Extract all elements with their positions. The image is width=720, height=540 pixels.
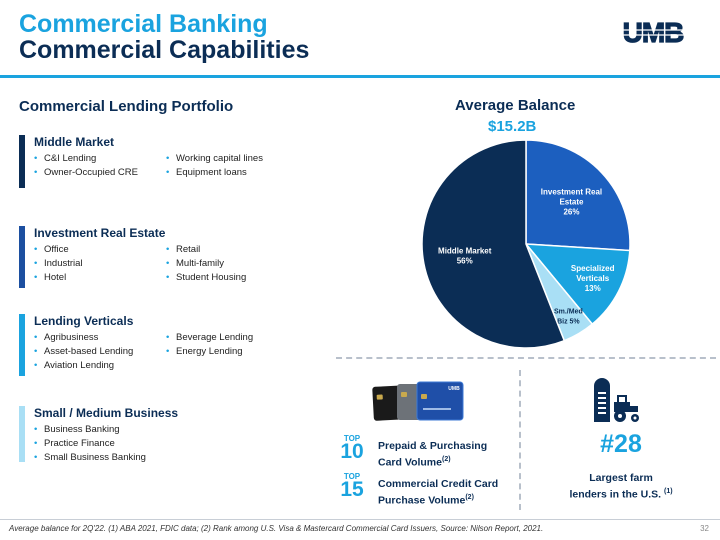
list-item: Office (34, 243, 83, 257)
stat-line-2: Purchase Volume (378, 494, 466, 507)
pie-slice (524, 243, 631, 326)
credit-stat-label: Commercial Credit Card Purchase Volume(2… (378, 478, 498, 508)
segment-list: Working capital lines Equipment loans (166, 152, 263, 180)
title-line-2: Commercial Capabilities (19, 36, 310, 64)
segment-heading: Lending Verticals (34, 314, 134, 328)
stat-line-2: Card Volume (378, 456, 442, 469)
rank-top-label: TOP (343, 434, 361, 443)
portfolio-heading: Commercial Lending Portfolio (19, 98, 234, 115)
list-item: Working capital lines (166, 152, 263, 166)
umb-logo: UMB (606, 18, 700, 46)
list-item: Retail (166, 243, 246, 257)
farm-tractor-silo-icon (594, 378, 639, 422)
segment-list: C&I Lending Owner-Occupied CRE (34, 152, 138, 180)
list-item: Beverage Lending (166, 331, 253, 345)
list-item: Multi-family (166, 257, 246, 271)
pie-slice (421, 139, 566, 349)
list-item: Agribusiness (34, 331, 133, 345)
prepaid-stat-label: Prepaid & Purchasing Card Volume(2) (378, 440, 487, 470)
pie-slice-label: Middle Market 56% (438, 247, 492, 266)
footnote-ref: (1) (663, 488, 673, 495)
vertical-divider (519, 370, 521, 510)
segment-list: Business Banking Practice Finance Small … (34, 423, 146, 465)
list-item: Small Business Banking (34, 451, 146, 465)
list-item: Hotel (34, 271, 83, 285)
stat-line-1: Commercial Credit Card (378, 478, 499, 490)
list-item: Asset-based Lending (34, 345, 133, 359)
rank-badge-top10: TOP 10 (338, 434, 366, 463)
rank-badge-top15: TOP 15 (338, 472, 366, 501)
stat-line-1: Prepaid & Purchasing (378, 440, 488, 452)
segment-heading: Investment Real Estate (34, 226, 166, 240)
average-balance-pie-chart: Investment Real Estate 26% Specialized Verti… (421, 139, 631, 349)
pie-slice-label: Specialized Verticals 13% (571, 264, 615, 293)
logo-text: UMB (623, 18, 684, 46)
list-item: Aviation Lending (34, 359, 133, 373)
segment-bar (19, 226, 25, 288)
list-item: C&I Lending (34, 152, 138, 166)
footnote: Average balance for 2Q'22. (1) ABA 2021,… (9, 524, 544, 533)
pie-slice-label: Sm./Med Biz 5% (554, 309, 583, 326)
stat-line-2: lenders in the U.S. (569, 488, 662, 501)
rank-number: 10 (340, 440, 364, 463)
pie-slice-label: Investment Real Estate 26% (541, 187, 602, 216)
list-item: Business Banking (34, 423, 146, 437)
segment-bar (19, 314, 25, 376)
footer-rule (0, 519, 720, 520)
farm-stat-label: Largest farm lenders in the U.S. (1) (551, 472, 691, 502)
list-item: Industrial (34, 257, 83, 271)
pie-slice (525, 139, 631, 252)
title-line-1: Commercial Banking (19, 10, 268, 38)
segment-list: Office Industrial Hotel (34, 243, 83, 285)
header-rule (0, 75, 720, 78)
segment-list: Beverage Lending Energy Lending (166, 331, 253, 359)
segment-list: Agribusiness Asset-based Lending Aviatio… (34, 331, 133, 373)
rank-number: 15 (340, 478, 364, 501)
commercial-cards-image: UMB (372, 381, 464, 421)
segment-bar (19, 406, 25, 462)
list-item: Energy Lending (166, 345, 253, 359)
list-item: Student Housing (166, 271, 246, 285)
page-number: 32 (700, 524, 709, 533)
chart-subtitle: $15.2B (488, 118, 537, 135)
page-title: Commercial Banking Commercial Capabiliti… (19, 11, 309, 63)
stat-line-1: Largest farm (589, 472, 653, 484)
segment-list: Retail Multi-family Student Housing (166, 243, 246, 285)
farm-rank: #28 (600, 430, 642, 458)
footnote-ref: (2) (441, 456, 451, 463)
segment-bar (19, 135, 25, 188)
card-logo-text: UMB (448, 386, 460, 392)
section-divider (336, 357, 716, 359)
chart-title: Average Balance (455, 97, 576, 114)
rank-top-label: TOP (343, 472, 361, 481)
footnote-ref: (2) (465, 494, 474, 501)
segment-heading: Small / Medium Business (34, 406, 179, 420)
list-item: Owner-Occupied CRE (34, 166, 138, 180)
list-item: Equipment loans (166, 166, 263, 180)
list-item: Practice Finance (34, 437, 146, 451)
segment-heading: Middle Market (34, 135, 115, 149)
